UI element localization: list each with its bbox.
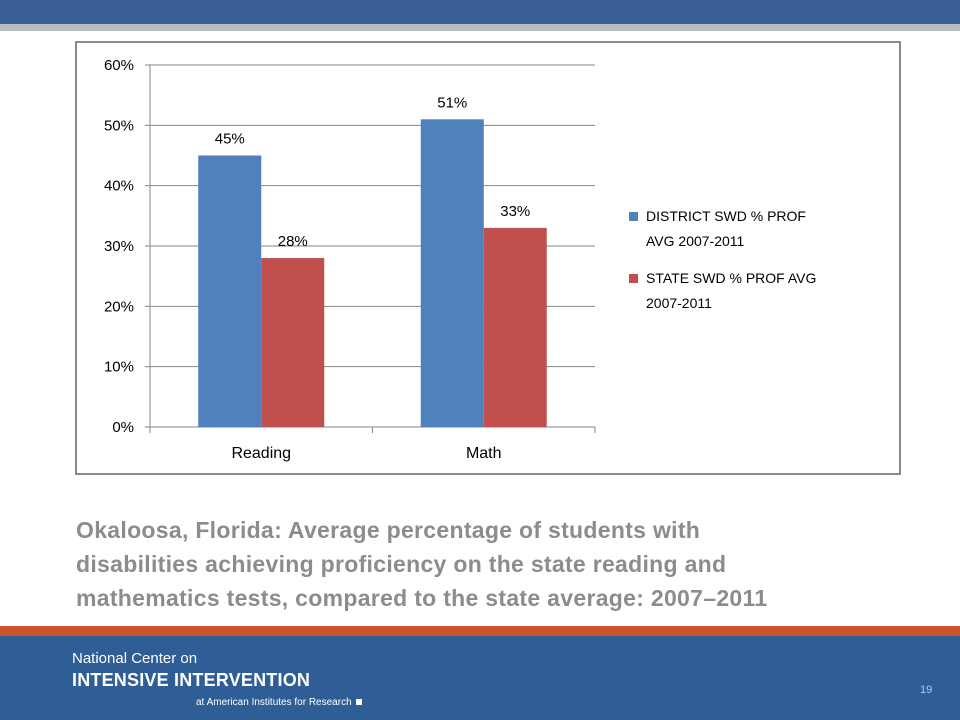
chart-frame: 0% 10% 20% 30% 40% 50% 60% Reading Math 45% 51% 28%… xyxy=(75,41,901,475)
data-label: 28% xyxy=(278,233,308,250)
y-tick-label: 20% xyxy=(104,298,134,315)
page-number: 19 xyxy=(920,684,933,696)
x-tick-label: Reading xyxy=(231,445,291,462)
y-tick-label: 50% xyxy=(104,117,134,134)
data-label: 45% xyxy=(215,131,245,148)
x-tick-label: Math xyxy=(466,445,502,462)
y-tick-label: 30% xyxy=(104,238,134,255)
bar xyxy=(420,119,484,428)
accent-stripe xyxy=(0,626,960,636)
bar-chart: 0% 10% 20% 30% 40% 50% 60% Reading Math 45% 51% 28%… xyxy=(104,57,816,462)
footer-band: National Center on INTENSIVE INTERVENTIO… xyxy=(0,636,960,720)
caption-line-2: disabilities achieving proficiency on th… xyxy=(76,551,727,577)
data-label: 33% xyxy=(500,203,530,220)
square-icon xyxy=(355,699,362,706)
y-tick-label: 60% xyxy=(104,57,134,74)
slide-caption: Okaloosa, Florida: Average percentage of… xyxy=(76,513,946,615)
legend-swatch xyxy=(629,212,638,221)
y-tick-label: 10% xyxy=(104,359,134,376)
legend-swatch xyxy=(629,274,638,283)
y-tick-label: 0% xyxy=(112,419,134,436)
top-band xyxy=(0,0,960,24)
legend-label: STATE SWD % PROF AVG xyxy=(646,270,816,286)
bar xyxy=(198,155,262,427)
data-label: 51% xyxy=(437,94,467,111)
footer-affiliation-text: at American Institutes for Research xyxy=(196,697,352,708)
footer-org-name: INTENSIVE INTERVENTION xyxy=(72,670,311,690)
footer-org-line-1: National Center on xyxy=(72,650,198,667)
legend-label: AVG 2007-2011 xyxy=(646,233,745,249)
bar xyxy=(483,227,547,427)
top-stripe xyxy=(0,24,960,31)
caption-line-3: mathematics tests, compared to the state… xyxy=(76,585,768,611)
legend-label: DISTRICT SWD % PROF xyxy=(646,208,806,224)
footer-affiliation: at American Institutes for Research xyxy=(196,697,362,708)
bar xyxy=(261,258,325,427)
caption-line-1: Okaloosa, Florida: Average percentage of… xyxy=(76,517,701,543)
y-tick-label: 40% xyxy=(104,178,134,195)
legend-label: 2007-2011 xyxy=(646,295,712,311)
